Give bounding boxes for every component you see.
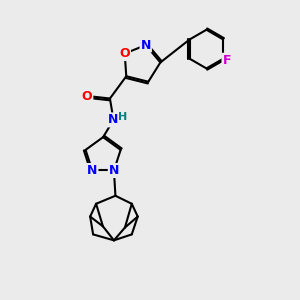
Text: H: H: [118, 112, 127, 122]
Text: N: N: [141, 39, 151, 52]
Text: N: N: [87, 164, 98, 177]
Text: O: O: [119, 47, 130, 60]
Text: O: O: [82, 90, 92, 103]
Text: F: F: [223, 54, 231, 67]
Text: N: N: [108, 113, 119, 126]
Text: N: N: [109, 164, 119, 177]
